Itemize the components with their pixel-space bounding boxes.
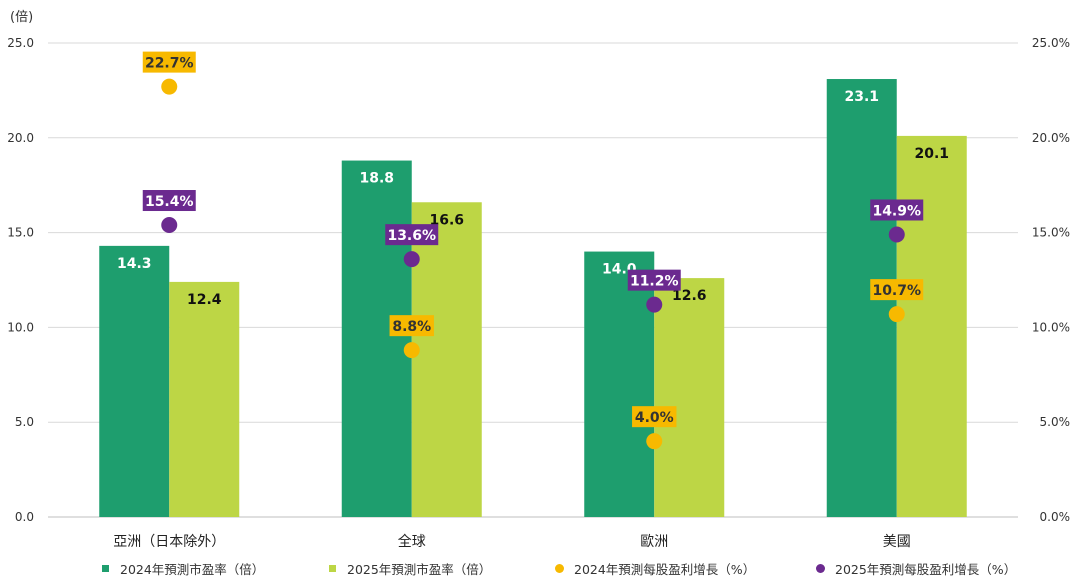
data-point — [888, 306, 905, 323]
legend-swatch — [816, 564, 825, 573]
point-data-label: 14.9% — [872, 203, 921, 219]
point-label-box — [142, 51, 196, 73]
point-data-label: 11.2% — [630, 274, 679, 290]
bar-data-label: 23.1 — [844, 89, 879, 105]
point-label-box — [385, 224, 439, 246]
bar-data-label: 18.8 — [359, 171, 394, 187]
legend-label: 2025年預測每股盈利增長（%） — [835, 562, 1016, 577]
point-data-label: 13.6% — [387, 228, 436, 244]
right-tick-label: 15.0% — [1032, 226, 1070, 240]
data-point — [161, 78, 178, 95]
right-axis: 0.0% 5.0% 10.0% 15.0% 20.0% 25.0% — [1032, 36, 1070, 524]
data-point — [403, 251, 420, 268]
bar — [99, 245, 170, 517]
data-point — [888, 226, 905, 243]
left-axis: 0.0 5.0 10.0 15.0 20.0 25.0 — [7, 36, 34, 524]
left-tick-label: 25.0 — [7, 36, 34, 50]
right-tick-label: 25.0% — [1032, 36, 1070, 50]
category-label: 美國 — [883, 534, 911, 550]
data-point — [161, 217, 178, 234]
category-label: 全球 — [398, 533, 426, 550]
left-tick-label: 15.0 — [7, 226, 34, 240]
bar-series: 14.312.418.816.614.012.623.120.1 — [99, 79, 967, 518]
point-label-box — [142, 190, 196, 212]
bar — [341, 160, 412, 517]
bar-data-label: 14.3 — [117, 256, 152, 272]
data-point — [646, 433, 663, 450]
point-label-box — [870, 279, 924, 301]
bar — [654, 278, 725, 517]
point-label-box — [632, 406, 677, 428]
bar — [896, 135, 967, 518]
point-series: 22.7% 8.8% 4.0% 10.7% 15.4% 13.6% 11.2% 14.9% — [142, 51, 924, 450]
category-label: 亞洲（日本除外） — [113, 534, 225, 550]
category-label: 歐洲 — [640, 534, 668, 550]
legend-label: 2024年預測每股盈利增長（%） — [574, 562, 755, 577]
bar — [411, 202, 482, 517]
right-tick-label: 5.0% — [1040, 415, 1071, 429]
legend-swatch — [102, 565, 109, 572]
legend: 2024年預測市盈率（倍） 2025年預測市盈率（倍） 2024年預測每股盈利增長（… — [102, 562, 1016, 577]
point-data-label: 10.7% — [872, 283, 921, 299]
data-point — [646, 296, 663, 313]
point-data-label: 15.4% — [145, 194, 194, 210]
legend-label: 2024年預測市盈率（倍） — [120, 562, 264, 577]
y-axis-unit-label: (倍) — [10, 10, 33, 25]
bar — [169, 281, 240, 517]
point-label-box — [627, 269, 681, 291]
left-tick-label: 10.0 — [7, 320, 34, 334]
bar — [584, 251, 655, 517]
point-data-label: 22.7% — [145, 56, 194, 72]
right-tick-label: 20.0% — [1032, 131, 1070, 145]
point-label-box — [389, 315, 434, 337]
point-data-label: 8.8% — [392, 319, 431, 335]
legend-swatch — [555, 564, 564, 573]
bar-data-label: 12.6 — [672, 288, 707, 304]
left-tick-label: 5.0 — [15, 415, 34, 429]
legend-swatch — [329, 565, 336, 572]
bar-data-label: 20.1 — [914, 146, 949, 162]
category-axis: 亞洲（日本除外） 全球 歐洲 美國 — [113, 533, 911, 550]
point-label-box — [870, 199, 924, 221]
left-tick-label: 0.0 — [15, 510, 34, 524]
left-tick-label: 20.0 — [7, 131, 34, 145]
right-tick-label: 0.0% — [1040, 510, 1071, 524]
right-tick-label: 10.0% — [1032, 320, 1070, 334]
legend-label: 2025年預測市盈率（倍） — [347, 562, 491, 577]
bar-data-label: 12.4 — [187, 292, 222, 308]
point-data-label: 4.0% — [635, 410, 674, 426]
data-point — [403, 342, 420, 359]
